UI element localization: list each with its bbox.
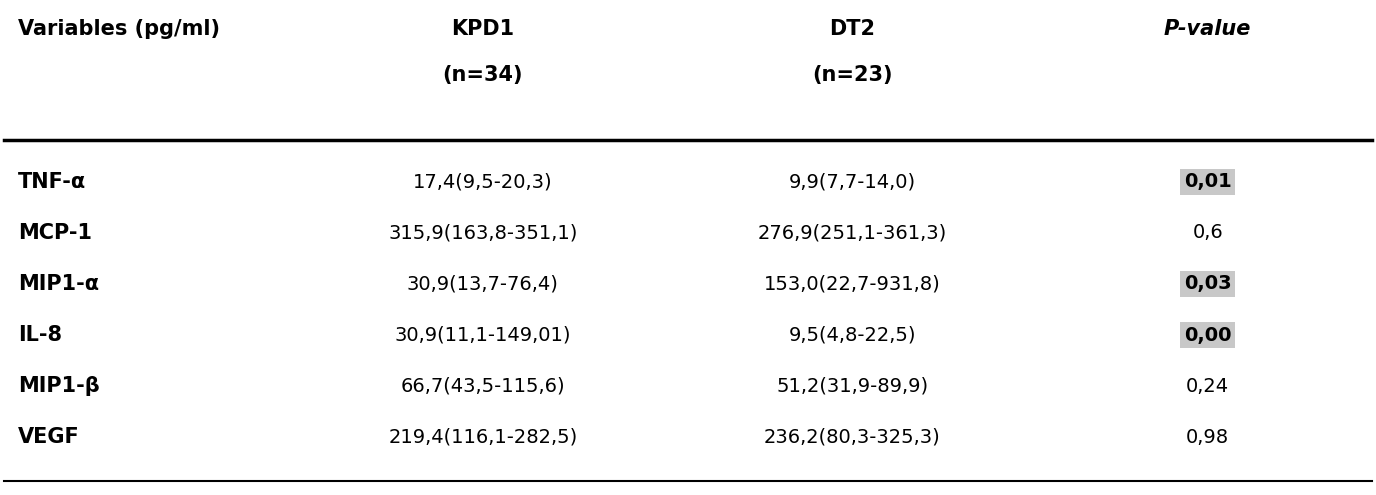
- Text: 9,9(7,7-14,0): 9,9(7,7-14,0): [788, 172, 915, 191]
- Text: MCP-1: MCP-1: [18, 223, 92, 243]
- Text: 219,4(116,1-282,5): 219,4(116,1-282,5): [388, 428, 578, 447]
- Text: 0,24: 0,24: [1186, 377, 1229, 396]
- Text: P-value: P-value: [1164, 19, 1251, 39]
- Text: KPD1

(n=34): KPD1 (n=34): [443, 19, 523, 85]
- Text: 66,7(43,5-115,6): 66,7(43,5-115,6): [400, 377, 566, 396]
- Text: 0,98: 0,98: [1186, 428, 1229, 447]
- Text: IL-8: IL-8: [18, 325, 62, 345]
- Text: 236,2(80,3-325,3): 236,2(80,3-325,3): [764, 428, 940, 447]
- Text: DT2

(n=23): DT2 (n=23): [812, 19, 893, 85]
- Text: 315,9(163,8-351,1): 315,9(163,8-351,1): [388, 223, 578, 243]
- Text: Variables (pg/ml): Variables (pg/ml): [18, 19, 220, 39]
- Text: 17,4(9,5-20,3): 17,4(9,5-20,3): [413, 172, 553, 191]
- Text: MIP1-α: MIP1-α: [18, 274, 99, 294]
- Text: VEGF: VEGF: [18, 427, 80, 447]
- Text: 0,01: 0,01: [1183, 172, 1232, 191]
- Text: 51,2(31,9-89,9): 51,2(31,9-89,9): [776, 377, 929, 396]
- Text: 153,0(22,7-931,8): 153,0(22,7-931,8): [764, 275, 940, 294]
- Text: 276,9(251,1-361,3): 276,9(251,1-361,3): [758, 223, 947, 243]
- Text: MIP1-β: MIP1-β: [18, 376, 99, 396]
- Text: 0,00: 0,00: [1183, 326, 1232, 345]
- Text: TNF-α: TNF-α: [18, 172, 87, 192]
- Text: 9,5(4,8-22,5): 9,5(4,8-22,5): [788, 326, 916, 345]
- Text: 0,6: 0,6: [1193, 223, 1223, 243]
- Text: 30,9(13,7-76,4): 30,9(13,7-76,4): [407, 275, 559, 294]
- Text: 0,03: 0,03: [1183, 275, 1232, 294]
- Text: 30,9(11,1-149,01): 30,9(11,1-149,01): [395, 326, 571, 345]
